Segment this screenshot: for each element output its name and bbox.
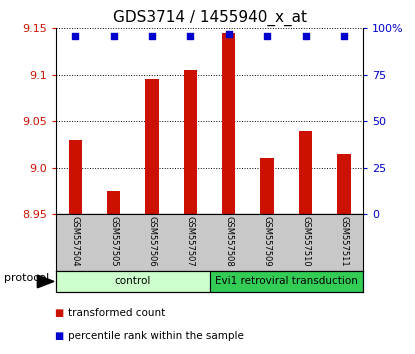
Text: GSM557511: GSM557511 (339, 216, 349, 267)
Text: control: control (115, 276, 151, 286)
Point (341, 33, 347, 39)
Point (264, 33, 271, 39)
Bar (210, 271, 363, 292)
Text: GSM557509: GSM557509 (263, 216, 272, 267)
Point (149, 33, 155, 39)
Title: GDS3714 / 1455940_x_at: GDS3714 / 1455940_x_at (112, 9, 307, 25)
Bar (299, 131, 312, 214)
Point (187, 33, 194, 39)
Point (72, 33, 78, 39)
Text: GSM557505: GSM557505 (109, 216, 118, 267)
Text: Evi1 retroviral transduction: Evi1 retroviral transduction (215, 276, 358, 286)
Text: GSM557510: GSM557510 (301, 216, 310, 267)
Text: ■: ■ (54, 308, 63, 318)
Text: GSM557508: GSM557508 (224, 216, 233, 267)
Bar (261, 158, 274, 214)
Polygon shape (37, 275, 54, 288)
Bar (145, 79, 159, 214)
Bar (107, 191, 120, 214)
Text: ■: ■ (54, 331, 63, 341)
Text: protocol: protocol (4, 273, 49, 283)
Text: percentile rank within the sample: percentile rank within the sample (68, 331, 244, 341)
Bar (184, 70, 197, 214)
Text: GSM557506: GSM557506 (147, 216, 156, 267)
Text: GSM557504: GSM557504 (71, 216, 80, 267)
Point (110, 33, 117, 39)
Point (225, 31, 232, 37)
Bar (222, 33, 235, 214)
Text: GSM557507: GSM557507 (186, 216, 195, 267)
Bar (56, 271, 210, 292)
Text: transformed count: transformed count (68, 308, 166, 318)
Bar (68, 140, 82, 214)
Bar (337, 154, 351, 214)
Point (302, 33, 309, 39)
